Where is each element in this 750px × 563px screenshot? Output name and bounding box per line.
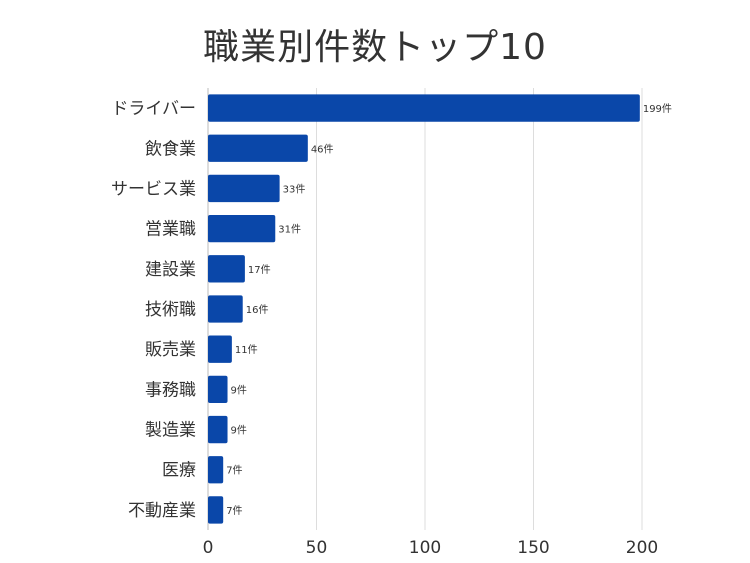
bar: [208, 375, 228, 404]
data-label: 7件: [226, 465, 242, 477]
x-tick-label: 50: [306, 538, 328, 558]
category-label: 販売業: [145, 340, 196, 360]
bar: [208, 415, 228, 444]
bar: [208, 94, 640, 122]
data-label: 11件: [235, 344, 258, 356]
data-label: 9件: [231, 425, 247, 437]
x-tick-label: 100: [409, 538, 441, 558]
category-label: 技術職: [145, 300, 196, 320]
bar: [208, 335, 232, 363]
category-label: ドライバー: [111, 99, 196, 119]
category-label: 不動産業: [128, 501, 196, 521]
data-labels: 199件 46件 33件 31件 17件 16件 11件 9件 9件 7件 7件: [226, 103, 672, 517]
bar: [208, 456, 224, 484]
category-label: 製造業: [145, 421, 196, 441]
bars: [208, 94, 640, 524]
category-label: 飲食業: [145, 139, 196, 159]
bar: [208, 134, 308, 162]
data-label: 31件: [278, 224, 301, 236]
x-tick-label: 200: [626, 538, 658, 558]
x-tick-label: 0: [203, 538, 214, 558]
bar: [208, 255, 245, 283]
category-label: 医療: [162, 461, 196, 481]
category-label: 営業職: [145, 220, 196, 240]
gridlines: [207, 88, 643, 530]
data-label: 33件: [283, 183, 306, 195]
x-tick-label: 150: [517, 538, 549, 558]
data-label: 9件: [231, 384, 247, 396]
bar: [208, 174, 280, 203]
data-label: 16件: [246, 304, 269, 316]
bar: [208, 295, 243, 323]
data-label: 199件: [643, 103, 672, 115]
category-label: 建設業: [145, 260, 196, 280]
data-label: 17件: [248, 264, 271, 276]
x-axis-ticks: 0 50 100 150 200: [203, 538, 659, 558]
chart-title: 職業別件数トップ10: [203, 27, 547, 68]
bar: [208, 214, 276, 243]
data-label: 7件: [226, 505, 242, 517]
bar: [208, 496, 224, 524]
data-label: 46件: [311, 143, 334, 155]
category-label: 事務職: [145, 380, 196, 400]
category-label: サービス業: [111, 179, 196, 199]
